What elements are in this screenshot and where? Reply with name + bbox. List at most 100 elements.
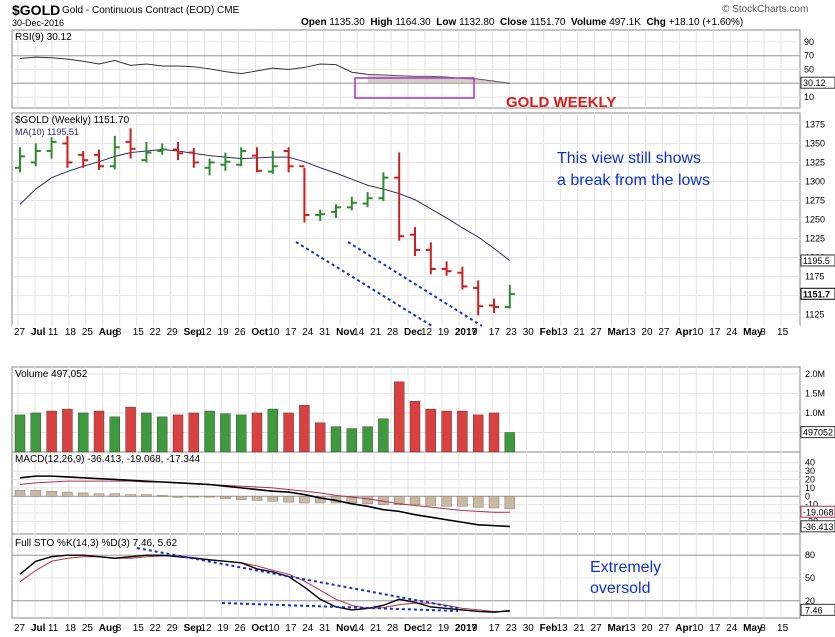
x-tick-label: 29 — [167, 623, 179, 634]
x-tick-label: 17 — [285, 623, 297, 634]
oversold-annotation-line2: oversold — [590, 580, 650, 597]
volume-bar — [204, 410, 215, 453]
volume-y-tick: 1.5M — [805, 388, 825, 398]
volume-bar — [93, 410, 105, 453]
x-tick-label: 18 — [65, 623, 77, 634]
macd-y-tick: 30 — [805, 466, 815, 476]
macd-histogram-bar — [457, 496, 468, 507]
x-tick-label: 17 — [285, 327, 297, 338]
macd-histogram-bar — [46, 490, 57, 497]
x-tick-label: Mar — [607, 623, 625, 634]
x-tick-label: 24 — [302, 623, 314, 634]
macd-histogram-bar — [409, 496, 421, 505]
macd-histogram-bar — [299, 496, 310, 504]
x-tick-label: 26 — [234, 623, 246, 634]
channel-upper-line — [347, 241, 483, 327]
x-tick-label: 17 — [709, 327, 721, 338]
volume-bar — [235, 414, 247, 453]
macd-histogram-bar — [267, 496, 279, 502]
x-tick-label: 11 — [48, 623, 59, 634]
volume-bar — [30, 412, 41, 453]
x-tick-label: Apr — [675, 327, 692, 338]
x-tick-label: 24 — [726, 327, 738, 338]
volume-bar — [409, 401, 421, 453]
price-y-tick: 1175 — [805, 272, 824, 282]
rsi-highlight-box — [354, 77, 475, 99]
x-tick-label: Nov — [336, 623, 355, 634]
rsi-title: RSI(9) 30.12 — [15, 32, 72, 43]
x-tick-label: 27 — [658, 623, 670, 634]
volume-last-value-box — [800, 426, 835, 439]
macd-value-box — [800, 520, 835, 533]
x-tick-label: 27 — [591, 623, 603, 634]
x-tick-label: 15 — [133, 623, 145, 634]
x-tick-label: May — [743, 623, 763, 634]
x-tick-label: 21 — [574, 327, 586, 338]
x-tick-label: 31 — [319, 623, 331, 634]
macd-title: MACD(12,26,9) -36.413, -19.068, -17.344 — [15, 454, 201, 465]
volume-y-tick: 1.0M — [805, 408, 825, 418]
x-tick-label: 8 — [760, 327, 766, 338]
macd-line — [19, 475, 510, 528]
x-tick-label: 19 — [438, 327, 450, 338]
rsi-y-tick: 90 — [804, 37, 814, 47]
price-y-tick: 1350 — [805, 138, 825, 148]
x-tick-label: 12 — [201, 623, 213, 634]
macd-histogram-bar — [30, 490, 42, 497]
volume-bar — [62, 408, 73, 453]
macd-histogram-bar — [425, 496, 437, 506]
volume-bar — [394, 381, 405, 453]
x-tick-label: 21 — [370, 623, 382, 634]
x-tick-label: Dec — [404, 623, 423, 634]
x-tick-label: 22 — [150, 327, 162, 338]
volume-y-tick: 2.0M — [805, 369, 825, 379]
x-tick-label: 17 — [489, 327, 501, 338]
macd-histogram-bar — [125, 494, 136, 497]
grid-lines — [12, 30, 800, 618]
x-tick-label: Dec — [404, 327, 423, 338]
chart-marks — [14, 56, 516, 613]
volume-bar — [425, 408, 436, 453]
x-tick-label: 9 — [472, 623, 478, 634]
price-y-tick: 1300 — [805, 176, 825, 186]
sto-title: Full STO %K(14,3) %D(3) 7.46, 5.62 — [15, 538, 178, 549]
x-tick-label: Oct — [251, 623, 268, 634]
volume-bar — [267, 408, 278, 453]
stockcharts-logo: © StockCharts.com — [722, 4, 809, 15]
macd-histogram-bar — [283, 496, 294, 503]
x-tick-label: 28 — [387, 327, 399, 338]
macd-histogram-bar — [314, 496, 326, 504]
macd-value: -36.413 — [803, 522, 834, 532]
sto-last-value-box — [800, 603, 835, 616]
macd-histogram-bar — [62, 491, 73, 497]
x-tick-label: Feb — [540, 327, 558, 338]
x-tick-label: 15 — [133, 327, 145, 338]
x-tick-label: 19 — [438, 623, 450, 634]
x-tick-label: Sep — [184, 327, 202, 338]
ma10-line — [19, 149, 511, 261]
price-y-tick: 1225 — [805, 234, 825, 244]
x-tick-label: 27 — [14, 327, 26, 338]
x-tick-label: 10 — [692, 327, 704, 338]
x-tick-label: 12 — [421, 623, 433, 634]
macd-signal-value: -19.068 — [803, 507, 834, 517]
volume-title: Volume 497,052 — [15, 369, 88, 380]
macd-histogram-bar — [141, 494, 152, 497]
volume-bar — [283, 412, 294, 453]
x-tick-label: 30 — [523, 327, 535, 338]
volume-bar — [14, 414, 26, 453]
annotations: GOLD WEEKLY This view still shows a brea… — [506, 94, 710, 597]
volume-bar — [156, 416, 168, 453]
macd-y-tick: 10 — [805, 483, 815, 493]
break-annotation-line1: This view still shows — [557, 150, 701, 167]
close-last-value-box — [800, 287, 835, 300]
volume-bar — [141, 412, 152, 453]
macd-histogram-bar — [251, 496, 263, 501]
x-tick-label: 10 — [268, 623, 280, 634]
volume-bar — [220, 413, 231, 453]
macd-y-tick: 20 — [805, 474, 815, 484]
x-tick-label: 19 — [217, 623, 229, 634]
volume-bar — [488, 412, 500, 453]
price-y-tick: 1125 — [805, 310, 824, 320]
